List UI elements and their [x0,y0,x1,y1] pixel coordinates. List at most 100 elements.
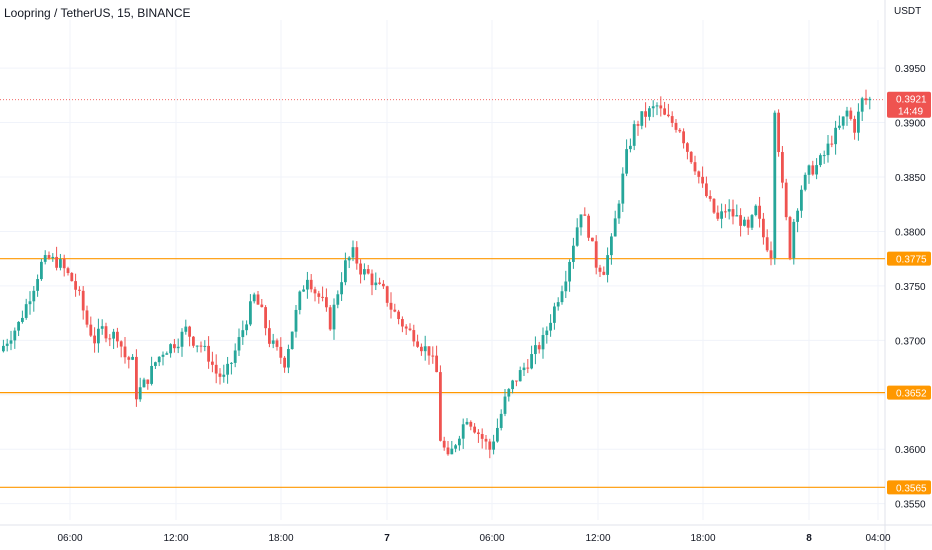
candle [868,98,872,101]
candle [579,214,583,228]
candle [515,380,518,382]
candle [849,110,853,119]
candle [17,321,20,331]
candle [686,143,689,152]
level-label: 0.3565 [896,483,927,494]
candle [488,441,492,450]
candle [325,297,328,308]
candle [233,350,237,363]
candle [347,257,351,261]
x-tick-label: 18:00 [268,533,293,544]
candle [279,346,283,358]
candle [404,326,408,329]
candle [651,106,655,109]
candle [819,155,822,166]
candle [199,345,203,347]
candle [845,110,849,117]
candle [731,209,735,217]
candle [454,445,457,449]
candle [363,269,366,275]
candle [211,361,214,365]
x-tick-label: 7 [384,533,390,544]
candle [62,259,66,269]
candle [184,326,188,332]
candle [807,165,811,175]
candle [838,125,841,128]
candle [226,363,229,375]
candle [796,210,799,222]
candle [366,269,370,274]
candle [693,162,697,172]
candle-series [2,89,872,459]
candle [104,326,108,339]
candle [321,296,324,298]
level-label-bg [887,251,931,266]
candle [781,152,784,183]
candle [750,215,754,228]
candle [701,176,704,184]
candle [492,441,495,450]
candle [727,209,731,212]
candle [758,205,761,219]
candle [245,324,248,331]
candle [401,319,404,327]
candle [423,346,427,352]
candle [420,346,423,352]
candle [275,340,279,347]
candle [526,367,530,369]
candle [496,427,499,442]
currency-label: USDT [894,6,922,17]
candle [176,346,180,349]
candle [826,143,830,156]
candle [40,261,43,280]
candle [720,211,723,219]
candle [309,279,313,290]
x-tick-label: 8 [806,533,812,544]
candle [127,357,131,360]
candle [739,215,742,226]
candle [583,214,587,216]
level-label-bg [887,480,931,495]
x-tick-label: 06:00 [57,533,82,544]
candle [112,331,115,339]
candle [150,365,153,384]
last-price-label: 0.3921 [896,95,927,106]
candle [636,124,640,126]
candle [230,362,233,364]
candle [416,341,419,347]
candle [534,345,537,355]
candle [5,343,9,346]
candle [564,281,568,292]
candle [746,219,750,228]
candle [594,241,598,268]
candle [188,326,191,337]
candle [541,335,545,350]
candle [385,286,389,303]
candle [803,174,807,190]
candle [784,182,788,218]
time-axis: 06:00 12:00 18:00 7 06:00 12:00 18:00 8 04:00 [57,533,890,544]
candle [613,218,617,237]
candle [131,356,134,360]
level-label-bg [887,385,931,400]
candle [370,273,374,286]
y-tick-label: 0.3950 [895,64,926,75]
candle [389,302,393,310]
candle [393,309,397,312]
candle [294,309,298,332]
candle [629,145,632,150]
candle [545,330,549,336]
candle [591,237,594,242]
candle [340,282,343,295]
x-tick-label: 04:00 [865,533,890,544]
candle [689,151,693,163]
candle [724,211,727,213]
candle [214,364,218,374]
candle [290,331,294,350]
candle [135,356,138,400]
candle [712,198,716,213]
level-label: 0.3652 [896,389,927,400]
candle [560,291,564,303]
candle [302,289,305,292]
